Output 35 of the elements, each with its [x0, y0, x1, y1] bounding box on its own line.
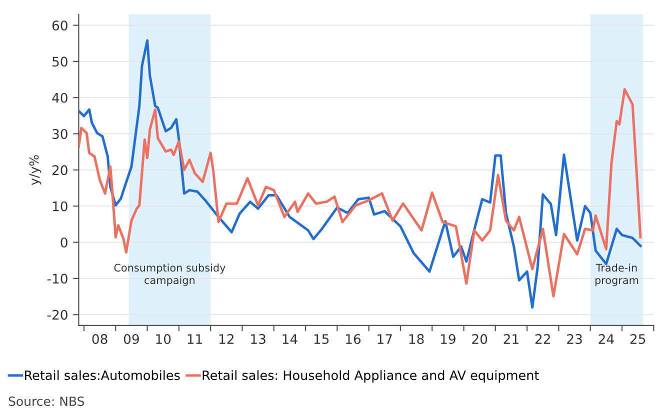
x-tick-label: 20 [472, 334, 488, 344]
x-tick-label: 19 [440, 334, 456, 344]
y-tick-label: -10 [47, 274, 68, 284]
x-tick-label: 15 [314, 334, 329, 344]
y-tick-label: 30 [52, 129, 68, 139]
x-tick-label: 17 [378, 334, 392, 344]
source-note: Source: NBS [8, 396, 84, 406]
band-label: Consumption subsidy campaign [114, 264, 226, 286]
x-tick-label: 24 [598, 334, 614, 344]
y-tick-label: -20 [47, 310, 68, 320]
band-label: Trade-in program [595, 264, 638, 286]
legend-label: Retail sales:Automobiles [25, 370, 180, 380]
line-series [78, 39, 642, 309]
y-tick-label: 0 [60, 238, 68, 248]
x-tick-label: 12 [219, 334, 234, 344]
x-tick-label: 09 [124, 334, 139, 344]
x-tick-label: 14 [282, 334, 298, 344]
x-tick-label: 11 [188, 334, 202, 344]
x-tick-label: 08 [92, 334, 108, 344]
legend-label: Retail sales: Household Appliance and AV equipment [202, 370, 539, 383]
y-tick-label: 20 [52, 165, 68, 176]
x-tick-label: 16 [346, 334, 361, 344]
y-tick-label: 10 [52, 201, 68, 212]
line-series [78, 88, 642, 298]
y-axis-title: y/y% [29, 155, 42, 186]
x-tick-label: 10 [156, 334, 171, 344]
y-tick-label: 60 [52, 20, 68, 30]
x-tick-label: 18 [409, 334, 424, 344]
x-tick-label: 23 [567, 334, 582, 344]
x-tick-label: 25 [630, 334, 646, 344]
x-tick-label: 21 [504, 334, 518, 344]
x-tick-label: 13 [251, 334, 266, 344]
x-tick-label: 22 [535, 334, 550, 344]
y-tick-label: 40 [52, 92, 68, 103]
y-tick-label: 50 [52, 56, 68, 67]
